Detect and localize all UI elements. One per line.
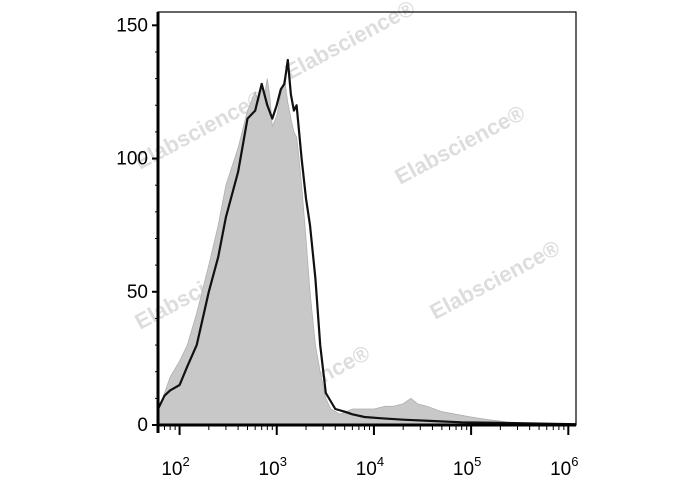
x-tick-base: 10 [259, 459, 280, 480]
x-tick-base: 10 [356, 459, 377, 480]
x-tick-exponent: 4 [377, 454, 384, 469]
watermark-3: Elabscience® [391, 100, 529, 189]
series-line-histogram [157, 58, 577, 426]
x-tick-label: 105 [453, 454, 481, 480]
x-tick-label: 106 [550, 454, 578, 480]
x-tick-base: 10 [550, 459, 571, 480]
y-tick-label: 0 [137, 415, 148, 436]
watermark-5: Elabscience® [426, 235, 564, 324]
x-tick-base: 10 [453, 459, 474, 480]
x-tick-label: 102 [161, 454, 189, 480]
x-tick-exponent: 3 [280, 454, 287, 469]
x-tick-label: 103 [259, 454, 287, 480]
series-filled-histogram [157, 78, 577, 426]
y-ticks: 0 50 100 150 [116, 15, 158, 436]
x-tick-exponent: 5 [474, 454, 481, 469]
y-tick-label: 150 [116, 15, 148, 36]
x-tick-exponent: 2 [183, 454, 190, 469]
y-tick-label: 100 [116, 149, 148, 170]
y-minor-ticks [155, 51, 158, 399]
x-tick-base: 10 [161, 459, 182, 480]
x-tick-exponent: 6 [571, 454, 578, 469]
y-tick-label: 50 [127, 282, 148, 303]
watermark-1: Elabscience® [281, 0, 419, 84]
x-tick-label: 104 [356, 454, 384, 480]
x-ticks: 102 103 104 105 106 [161, 425, 578, 480]
x-minor-ticks [157, 425, 565, 430]
